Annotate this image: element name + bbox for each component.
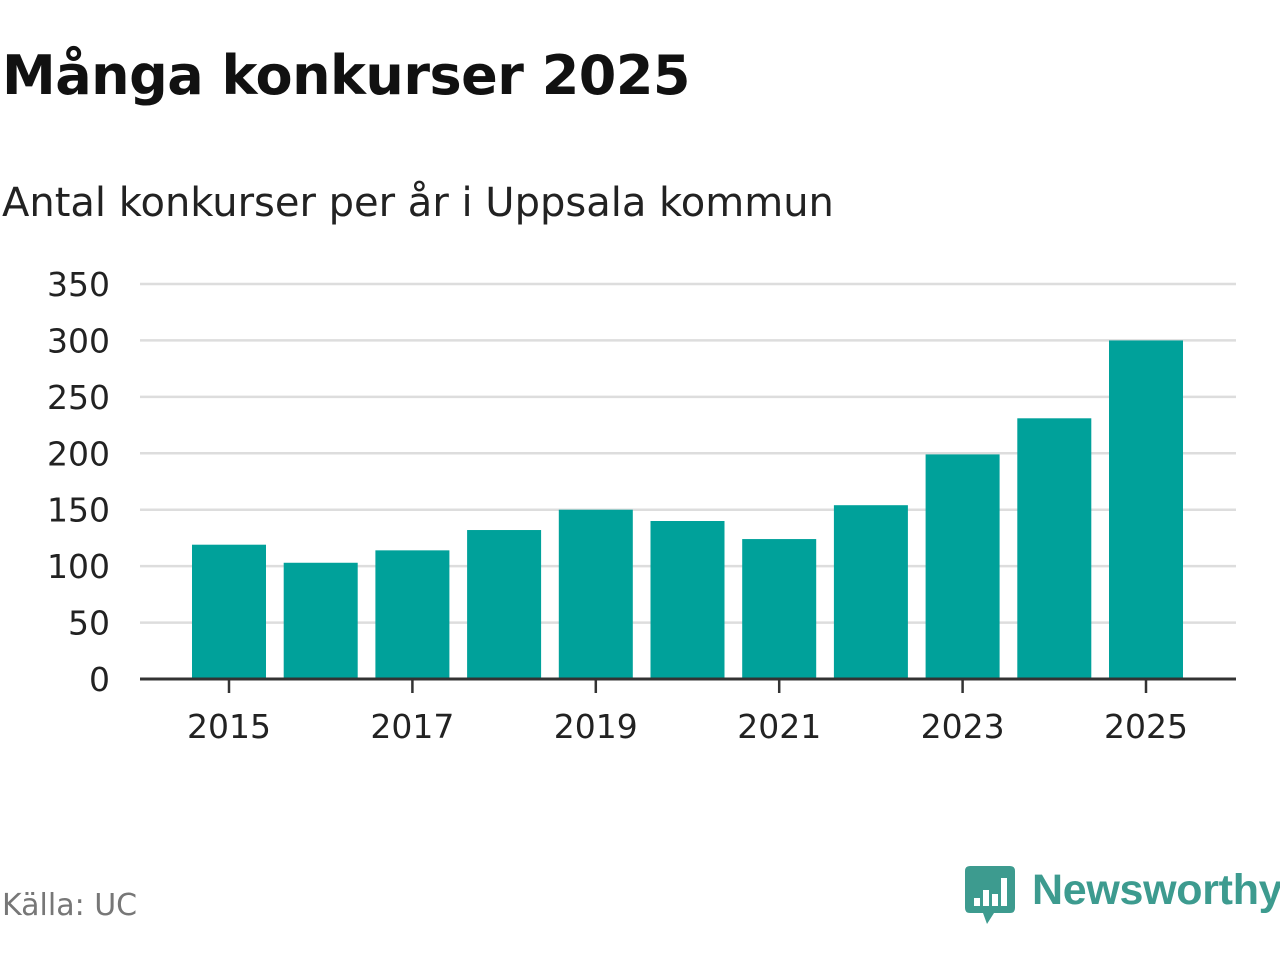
y-tick-label-200: 200 — [47, 434, 110, 473]
y-tick-label-100: 100 — [47, 547, 110, 586]
y-tick-label-0: 0 — [89, 660, 110, 699]
brand-name: Newsworthy — [1032, 866, 1280, 914]
x-tick-label-2025: 2025 — [1104, 707, 1188, 746]
x-tick-label-2017: 2017 — [370, 707, 454, 746]
bar-2022 — [833, 505, 908, 679]
bar-2023 — [925, 454, 1000, 679]
y-tick-label-250: 250 — [47, 378, 110, 417]
chart-title: Många konkurser 2025 — [2, 44, 691, 107]
x-tick-label-2019: 2019 — [554, 707, 638, 746]
y-axis-ticks: 0 50 100 150 200 250 300 350 — [47, 265, 110, 699]
bar-2024 — [1017, 418, 1092, 679]
y-tick-label-150: 150 — [47, 491, 110, 530]
y-tick-label-350: 350 — [47, 265, 110, 304]
source-note: Källa: UC — [2, 888, 138, 923]
y-tick-label-300: 300 — [47, 321, 110, 360]
bar-2018 — [467, 530, 542, 679]
bar-2019 — [558, 509, 633, 679]
y-tick-label-50: 50 — [68, 604, 110, 643]
bar-2015 — [192, 544, 266, 679]
bar-2025 — [1109, 340, 1183, 679]
x-tick-label-2023: 2023 — [921, 707, 1005, 746]
x-tick-label-2015: 2015 — [187, 707, 271, 746]
bar-2017 — [375, 550, 450, 679]
x-tick-label-2021: 2021 — [737, 707, 821, 746]
newsworthy-logo-icon — [965, 866, 1015, 924]
chart-subtitle: Antal konkurser per år i Uppsala kommun — [2, 180, 834, 226]
x-axis-ticks: 2015 2017 2019 2021 2023 2025 — [187, 679, 1188, 746]
bar-2021 — [742, 539, 817, 679]
bar-2020 — [650, 521, 725, 679]
bar-2016 — [283, 562, 358, 679]
bars — [192, 340, 1183, 679]
